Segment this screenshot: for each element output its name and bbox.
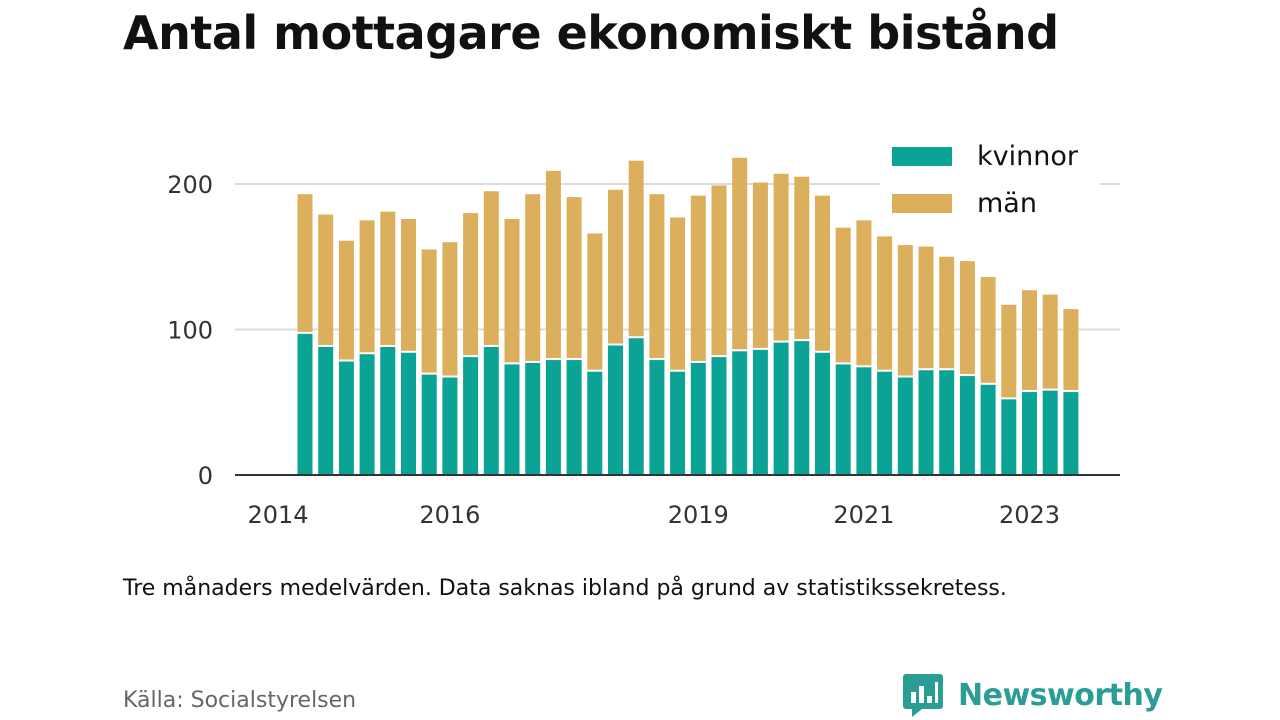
bar-kvinnor	[608, 345, 623, 475]
bar-man	[815, 195, 830, 351]
bar-man	[1001, 304, 1017, 398]
x-tick-label: 2021	[833, 501, 894, 529]
bar-man	[608, 189, 623, 344]
chart-note: Tre månaders medelvärden. Data saknas ib…	[123, 576, 1007, 601]
brand-logo[interactable]: Newsworthy	[902, 672, 1163, 718]
bar-kvinnor	[815, 352, 830, 475]
bar-man	[773, 173, 789, 341]
bar-man	[483, 191, 499, 345]
bar-kvinnor	[877, 371, 893, 475]
bar-man	[1042, 294, 1058, 389]
bar-kvinnor	[856, 367, 872, 475]
bar-kvinnor	[463, 357, 479, 475]
bar-kvinnor	[1042, 390, 1058, 475]
bar-man	[463, 213, 479, 356]
bar-man	[649, 194, 665, 359]
axes: 0 100 200 2014 2016 2019 2021 2023	[167, 171, 1120, 529]
bar-kvinnor	[483, 346, 499, 475]
bar-kvinnor	[545, 360, 561, 475]
bar-man	[711, 185, 727, 356]
bar-man	[401, 218, 416, 351]
bar-man	[980, 277, 996, 383]
x-tick-label: 2019	[668, 501, 729, 529]
bar-kvinnor	[1022, 392, 1037, 475]
newsworthy-logo-icon	[903, 674, 943, 717]
bar-kvinnor	[939, 370, 955, 475]
bar-man	[504, 218, 520, 363]
bar-kvinnor	[566, 360, 582, 475]
bar-man	[318, 214, 334, 345]
bar-kvinnor	[1063, 392, 1079, 475]
bar-man	[587, 233, 603, 370]
bar-kvinnor	[752, 349, 768, 475]
bar-kvinnor	[670, 371, 686, 475]
y-tick-label: 200	[167, 171, 213, 199]
bar-kvinnor	[359, 354, 375, 475]
bar-kvinnor	[835, 364, 851, 475]
bar-man	[525, 194, 541, 361]
x-tick-label: 2016	[419, 501, 480, 529]
y-tick-label: 0	[198, 462, 213, 490]
bar-man	[835, 227, 851, 363]
bar-man	[1063, 309, 1079, 391]
bar-kvinnor	[732, 351, 748, 475]
bar-man	[338, 240, 354, 360]
bar-man	[939, 256, 955, 369]
bar-man	[545, 170, 561, 359]
bar-kvinnor	[980, 384, 996, 475]
legend-swatch	[892, 194, 952, 213]
bar-kvinnor	[442, 377, 458, 475]
bar-man	[732, 157, 748, 350]
stacked-bar-chart: 0 100 200 2014 2016 2019 2021 2023 kvinnor män	[167, 136, 1120, 529]
bar-man	[421, 249, 437, 373]
bar-man	[442, 242, 458, 376]
bar-man	[628, 160, 644, 337]
bar-kvinnor	[959, 376, 975, 475]
bar-kvinnor	[773, 342, 789, 475]
bar-kvinnor	[504, 364, 520, 475]
bar-kvinnor	[897, 377, 913, 475]
bar-man	[297, 194, 313, 332]
bar-man	[359, 220, 375, 353]
bar-kvinnor	[711, 357, 727, 475]
brand-name: Newsworthy	[958, 677, 1163, 713]
x-tick-label: 2023	[999, 501, 1060, 529]
bar-kvinnor	[338, 361, 354, 475]
legend-swatch	[892, 147, 952, 166]
bar-kvinnor	[587, 371, 603, 475]
bar-man	[877, 236, 893, 370]
bar-kvinnor	[628, 338, 644, 475]
bar-man	[670, 217, 686, 370]
bar-man	[794, 176, 810, 340]
bar-kvinnor	[297, 333, 313, 475]
bar-man	[918, 246, 934, 369]
bar-kvinnor	[649, 360, 665, 475]
bar-man	[959, 261, 975, 375]
y-tick-label: 100	[167, 317, 213, 345]
bar-kvinnor	[794, 341, 810, 475]
bar-kvinnor	[380, 346, 396, 475]
bar-man	[856, 220, 872, 366]
bar-man	[1022, 290, 1037, 391]
bar-man	[897, 245, 913, 376]
bar-kvinnor	[1001, 399, 1017, 475]
bar-man	[690, 195, 706, 361]
bar-man	[380, 211, 396, 345]
bar-kvinnor	[318, 346, 334, 475]
bar-kvinnor	[401, 352, 416, 475]
bar-kvinnor	[918, 370, 934, 475]
x-tick-label: 2014	[247, 501, 308, 529]
bar-kvinnor	[690, 362, 706, 475]
chart-title: Antal mottagare ekonomiskt bistånd	[123, 6, 1059, 60]
bars	[297, 157, 1079, 475]
source-label: Källa: Socialstyrelsen	[123, 688, 357, 713]
legend-label: män	[977, 188, 1037, 219]
legend: kvinnor män	[880, 136, 1100, 232]
legend-label: kvinnor	[977, 141, 1079, 172]
bar-kvinnor	[525, 362, 541, 475]
bar-man	[752, 182, 768, 348]
bar-man	[566, 197, 582, 359]
bar-kvinnor	[421, 374, 437, 475]
